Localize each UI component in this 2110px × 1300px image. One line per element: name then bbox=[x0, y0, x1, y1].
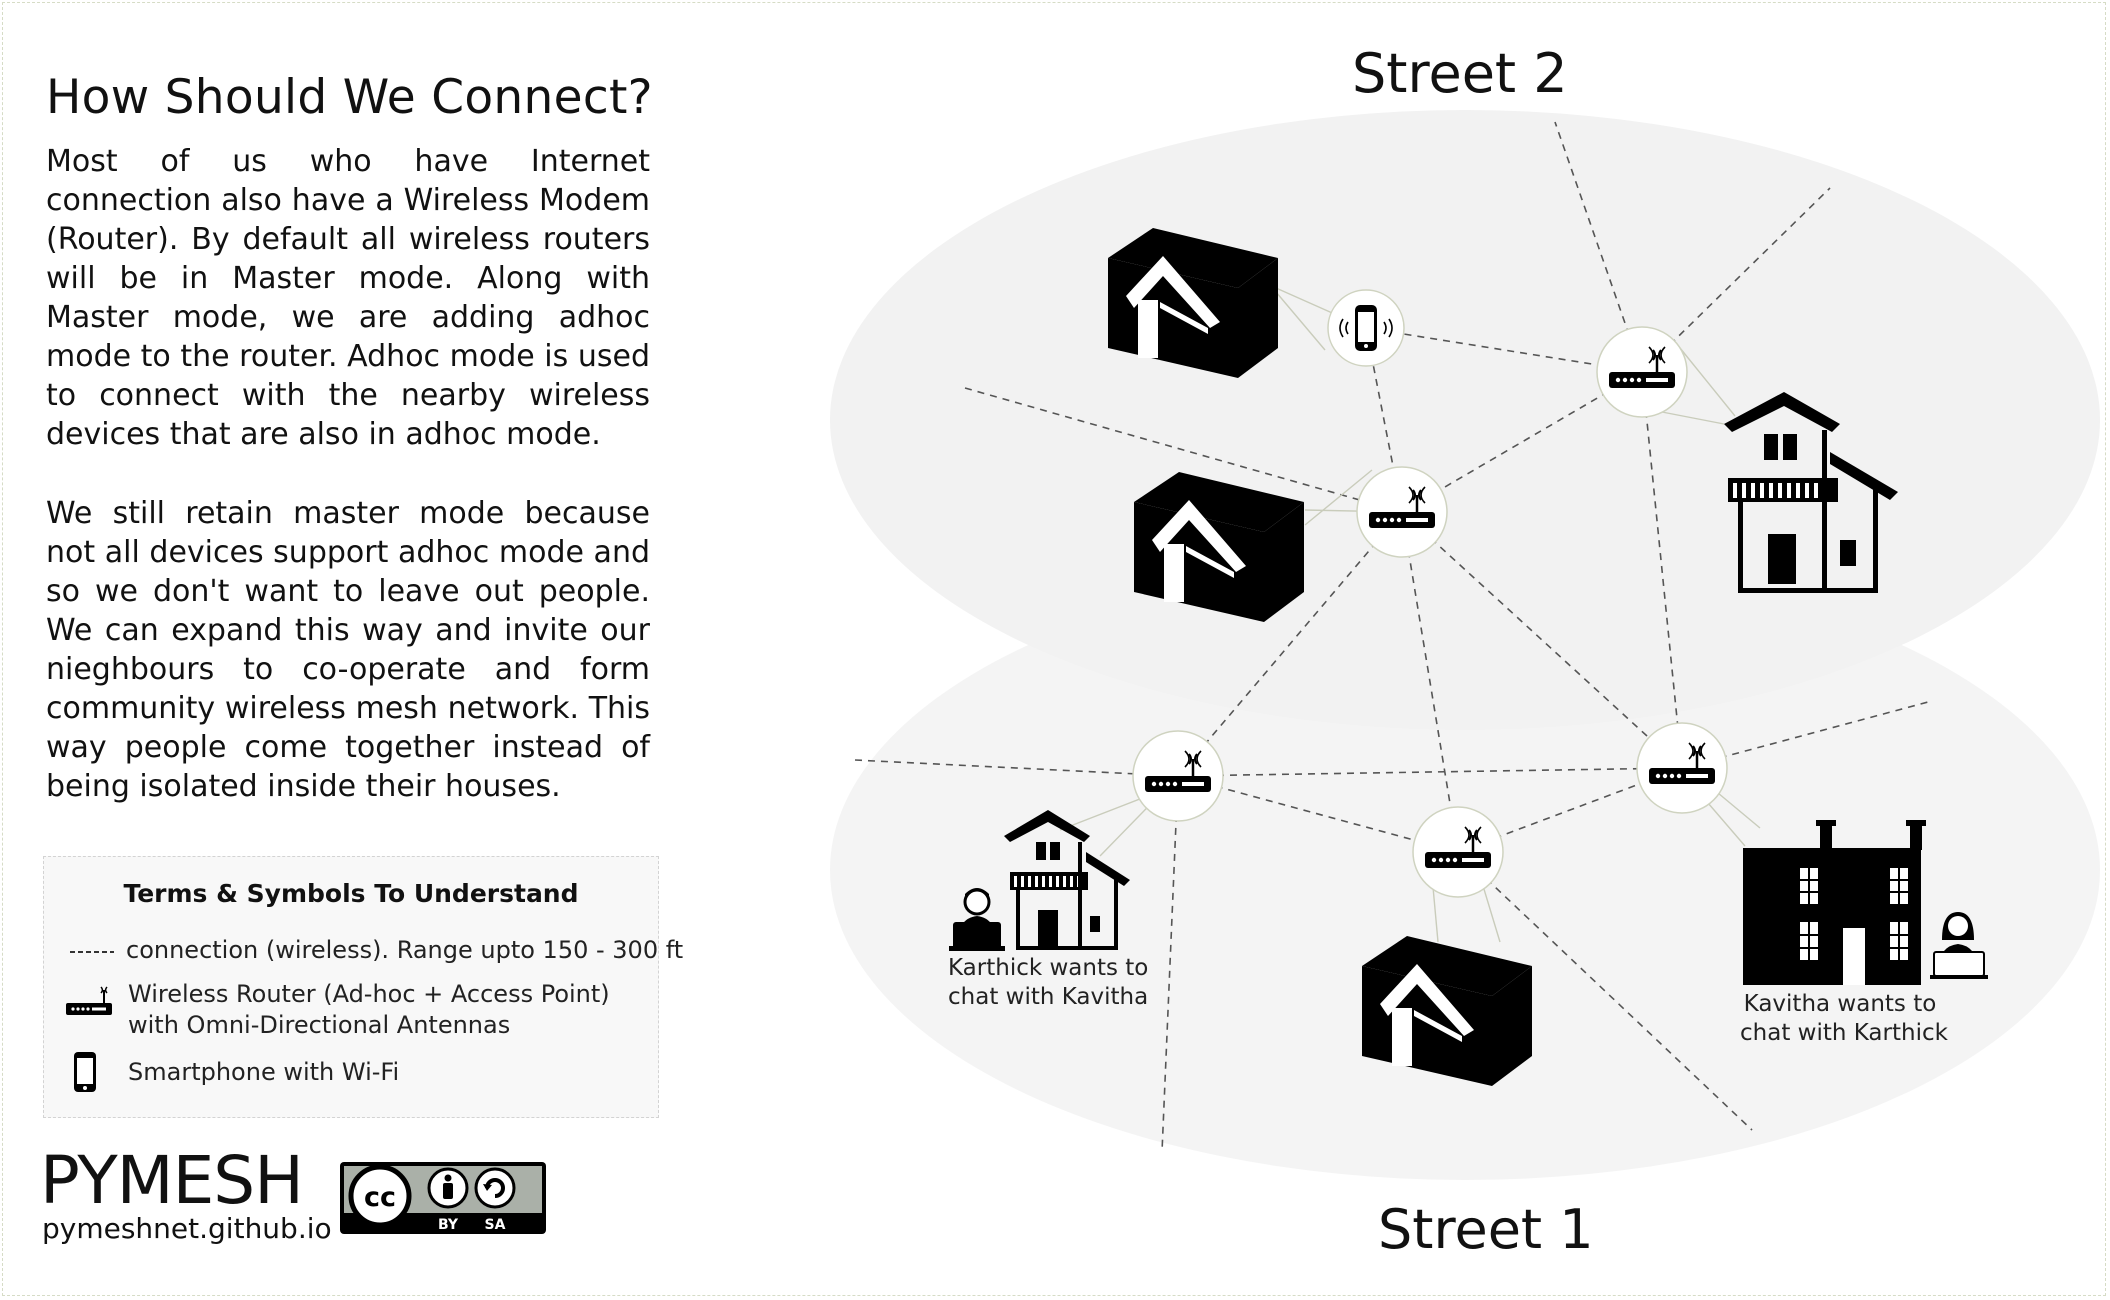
legend-text-2: with Omni-Directional Antennas bbox=[128, 1011, 511, 1039]
street-1-label: Street 1 bbox=[1378, 1198, 1594, 1261]
kavitha-person-icon bbox=[1930, 912, 1988, 979]
router-node-street2-east bbox=[1596, 326, 1688, 418]
dashed-line-icon bbox=[70, 951, 114, 953]
legend-text: connection (wireless). Range upto 150 - … bbox=[126, 936, 684, 964]
router-node-street1-east bbox=[1636, 722, 1728, 814]
legend-title: Terms & Symbols To Understand bbox=[123, 879, 579, 908]
legend-text: Smartphone with Wi-Fi bbox=[128, 1058, 400, 1086]
intro-paragraph: Most of us who have Internet connection … bbox=[46, 144, 650, 452]
caption-line: chat with Karthick bbox=[1740, 1020, 1948, 1046]
legend-box: Terms & Symbols To Understand connection… bbox=[43, 856, 683, 1118]
phone-node bbox=[1327, 289, 1405, 367]
small-house-icon bbox=[1004, 810, 1130, 950]
karthick-person-icon bbox=[949, 888, 1005, 951]
router-node-street1-west bbox=[1132, 730, 1224, 822]
pymesh-logo: PYMESH bbox=[40, 1142, 304, 1219]
by-label: BY bbox=[438, 1217, 459, 1233]
legend-text: Wireless Router (Ad-hoc + Access Point) bbox=[128, 980, 610, 1008]
explanation-paragraph: We still retain master mode because not … bbox=[46, 496, 650, 804]
apartment-building-icon bbox=[1743, 820, 1926, 985]
sa-label: SA bbox=[485, 1217, 506, 1233]
smartphone-icon bbox=[1339, 305, 1393, 351]
caption-line: Kavitha wants to bbox=[1743, 991, 1937, 1017]
cc-by-sa-badge: cc BY SA bbox=[340, 1162, 546, 1234]
karthick-caption: Karthick wants to chat with Kavitha bbox=[948, 954, 1148, 1012]
router-node-street1-center bbox=[1412, 806, 1504, 898]
street-2-label: Street 2 bbox=[1352, 42, 1568, 105]
caption-line: Karthick wants to bbox=[948, 955, 1149, 981]
router-icon bbox=[66, 986, 112, 1015]
caption-line: chat with Kavitha bbox=[948, 984, 1149, 1010]
page-title: How Should We Connect? bbox=[46, 70, 653, 125]
smartphone-icon bbox=[74, 1052, 96, 1092]
router-node-street2-center bbox=[1356, 466, 1448, 558]
two-storey-house-icon bbox=[1724, 392, 1898, 593]
kavitha-caption: Kavitha wants to chat with Karthick bbox=[1740, 990, 1948, 1048]
project-url: pymeshnet.github.io bbox=[42, 1212, 332, 1245]
cc-label: cc bbox=[364, 1182, 396, 1213]
